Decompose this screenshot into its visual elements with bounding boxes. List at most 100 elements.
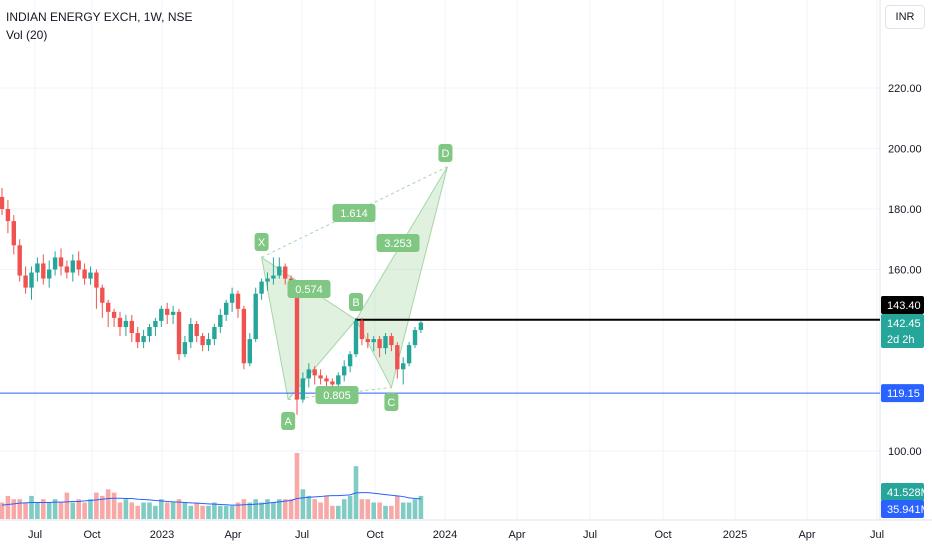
candle-body: [117, 317, 123, 327]
grid: [0, 0, 932, 521]
candle-body: [153, 320, 158, 327]
candle-body: [212, 326, 217, 340]
candle-body: [330, 381, 335, 385]
candle-body: [29, 272, 34, 288]
candle-body: [306, 369, 311, 379]
volume-bar: [341, 499, 347, 519]
candle-body: [100, 287, 105, 303]
candle-body: [106, 302, 111, 312]
volume-bar: [277, 499, 282, 519]
pattern-ratio-1: 0.574: [295, 284, 323, 296]
volume-bar: [306, 495, 312, 519]
candle-body: [383, 336, 388, 349]
volume-bar: [123, 499, 129, 519]
volume-bar: [371, 502, 376, 519]
candle-body: [123, 320, 129, 327]
volume-bar: [182, 502, 188, 519]
last-price-tag-bg: [881, 314, 924, 332]
candle-body: [23, 275, 28, 288]
volume-bar: [271, 502, 276, 519]
volume-bar: [241, 499, 247, 519]
volume-bar: [111, 492, 117, 519]
candle-body: [418, 322, 424, 330]
bar-countdown-tag-bg: [881, 330, 924, 348]
candle-body: [271, 275, 276, 279]
volume-ma-tag: 35.941M: [887, 504, 930, 516]
volume-bar: [170, 502, 176, 519]
volume-bar: [218, 505, 223, 519]
volume-bar: [336, 505, 341, 519]
volume-bar: [253, 499, 258, 519]
volume-ma-line: [1, 492, 421, 506]
candle-body: [353, 320, 359, 355]
candle-body: [312, 369, 317, 376]
volume-bar: [141, 502, 146, 519]
pattern-point-a: A: [284, 416, 292, 428]
volume-bar: [52, 499, 58, 519]
volume-bar: [94, 492, 99, 519]
resistance-price-tag-bg: [881, 296, 924, 314]
pattern-ratio-2: 3.253: [384, 238, 412, 250]
candle-body: [265, 278, 270, 282]
candle-body: [35, 263, 40, 273]
pattern-point-a-box: [281, 412, 296, 430]
pattern-ac-line: [288, 386, 392, 401]
volume-bar: [259, 502, 264, 519]
time-tick-label: Jul: [870, 529, 884, 541]
price-axis: 220.00 200.00 180.00 160.00 100.00: [888, 83, 922, 458]
candle-body: [359, 320, 365, 340]
volume-bars: [0, 453, 424, 519]
volume-bar: [58, 502, 64, 519]
candle-body: [300, 378, 306, 400]
volume-bar: [147, 502, 152, 519]
candle-body: [347, 354, 353, 367]
pattern-point-c-box: [384, 393, 399, 411]
volume-bar: [282, 499, 288, 519]
pattern-ratio-0: 1.614: [340, 208, 368, 220]
candle-body: [170, 311, 176, 315]
volume-bar: [129, 502, 135, 519]
candle-body: [111, 311, 117, 318]
volume-bar: [5, 495, 11, 519]
volume-bar: [76, 499, 81, 519]
price-tick-label: 160.00: [888, 265, 922, 277]
candle-body: [377, 339, 382, 349]
volume-bar: [406, 502, 412, 519]
volume-bar: [70, 502, 76, 519]
candle-body: [241, 308, 247, 364]
pattern-point-c: C: [387, 397, 395, 409]
time-tick-label: Apr: [508, 529, 525, 541]
candle-body: [182, 342, 188, 355]
volume-bar: [235, 502, 241, 519]
candle-body: [82, 269, 87, 279]
time-axis: Jul Oct 2023 Apr Jul Oct 2024 Apr Jul Oct 2025 Apr J…: [28, 529, 884, 541]
time-tick-label: Oct: [366, 529, 383, 541]
volume-bar: [29, 495, 34, 519]
price-tags: 143.40 142.45 2d 2h 119.15 41.528M 35.941M: [881, 296, 930, 518]
candle-body: [253, 293, 258, 340]
candle-body: [206, 339, 211, 346]
candle-body: [200, 336, 205, 346]
support-price-tag: 119.15: [887, 388, 920, 400]
pattern-ratio-3: 0.805: [323, 390, 351, 402]
candle-body: [324, 378, 329, 382]
volume-bar: [347, 495, 353, 519]
volume-bar: [164, 502, 170, 519]
volume-bar: [300, 489, 306, 519]
candle-body: [194, 323, 199, 337]
support-price-tag-bg: [881, 384, 924, 403]
volume-bar: [159, 499, 164, 519]
currency-button[interactable]: INR: [885, 5, 925, 29]
candle-body: [259, 281, 264, 294]
candle-body: [5, 209, 11, 222]
time-tick-label: Oct: [654, 529, 671, 541]
candle-body: [176, 311, 182, 355]
time-tick-label: Apr: [798, 529, 815, 541]
candle-body: [58, 257, 64, 267]
volume-bar: [17, 499, 22, 519]
candles: [0, 187, 424, 415]
volume-bar: [229, 505, 235, 519]
volume-bar: [88, 499, 93, 519]
price-tick-label: 200.00: [888, 144, 922, 156]
